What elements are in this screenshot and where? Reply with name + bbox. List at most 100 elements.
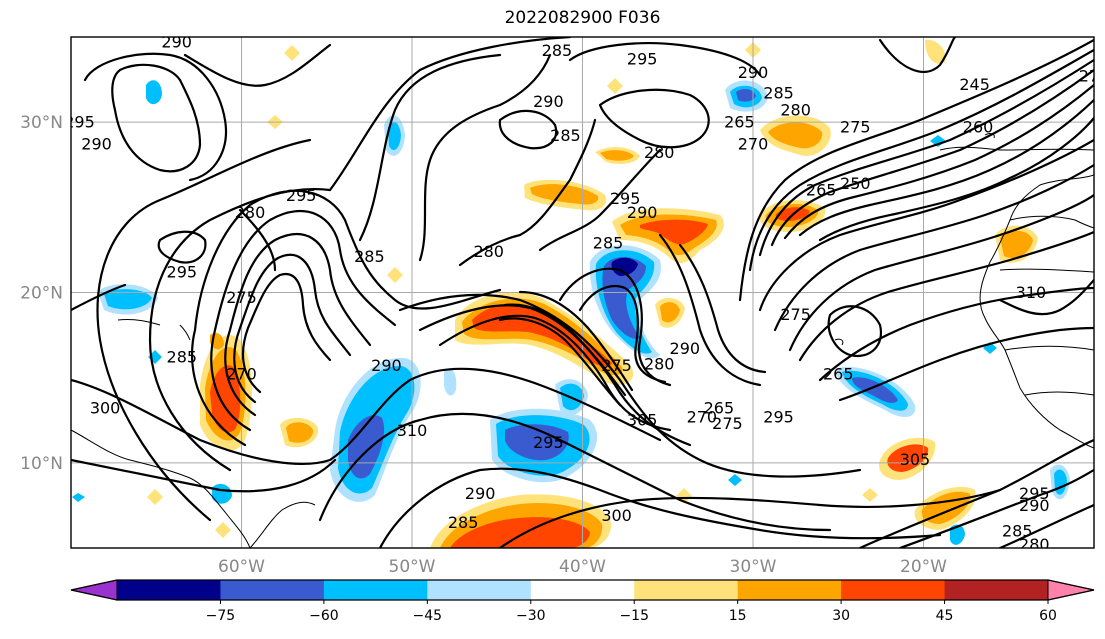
shade-dot-7 [147,489,163,505]
contour-line [224,233,372,417]
contour-line [788,193,1094,352]
contour-label: 285 [354,247,385,266]
africa-border [939,146,1094,151]
africa-border [1009,215,1094,229]
shade-blue-ne [736,88,756,102]
africa-border [1004,345,1094,351]
shade-orange-w2 [286,422,314,443]
shade-orange-c2 [660,302,680,323]
longitude-labels: 60°W 50°W 40°W 30°W 20°W [218,557,947,577]
contour-label: 250 [840,174,871,193]
contour-line [233,253,352,404]
contour-line [498,317,622,407]
contour-line [568,42,762,77]
lat-label: 30°N [20,113,63,133]
colorbar-label: −30 [516,608,546,624]
contour-line [658,233,762,387]
contour-line [518,290,634,392]
contour-label: 300 [90,399,121,418]
colorbar-segment [841,580,946,600]
contour-label: 290 [1019,496,1050,515]
contour-label: 285 [448,513,479,532]
contour-label: 260 [963,118,994,137]
contour-line [328,37,572,192]
contour-line [83,52,228,182]
colorbar-label: 45 [936,608,954,624]
lat-label: 20°N [20,284,63,304]
shade-cyan-w [104,289,152,310]
caribbean-islands [117,319,161,326]
contour-line [998,503,1094,548]
contour-line [191,189,502,447]
colorbar-segment [634,580,739,600]
africa-coast [979,174,1094,449]
contour-label: 270 [226,365,257,384]
shade-red-s [450,517,590,548]
colorbar-label: 60 [1039,608,1057,624]
shade-dot-14 [728,474,742,486]
contour-label: 295 [30,249,61,268]
contour-line [111,63,202,173]
shade-dot-10 [215,522,231,538]
contour-line [378,467,942,548]
contour-label: 265 [823,365,854,384]
colorbar-outline [70,579,1095,601]
contour-label: 275 [226,288,257,307]
contour-label: 290 [627,203,658,222]
contour-line [538,148,662,252]
shade-dot-1 [284,45,300,61]
colorbar-label: −60 [309,608,339,624]
colorbar-segment [737,580,842,600]
colorbar-label: −15 [619,608,649,624]
contour-label: 290 [670,339,701,358]
s-america-coast [71,429,251,548]
contour-label: 300 [601,506,632,525]
contour-label: 285 [763,84,794,103]
colorbar-segment [220,580,325,600]
contour-label: 285 [1002,521,1033,540]
shade-red-ne [640,219,708,245]
contour-label: 290 [738,63,769,82]
shade-dot-17 [72,493,85,502]
contour-line [71,367,662,466]
colorbar-extend-low [70,579,118,601]
contour-line [738,38,1094,302]
contour-label: 280 [1019,535,1050,554]
contour-label: 295 [167,262,198,281]
s-america-coast [249,501,316,548]
lon-label: 50°W [389,557,436,577]
shade-cyan-sse [950,524,965,545]
contour-label: 245 [959,75,990,94]
colorbar-label: 15 [729,608,747,624]
contour-line [238,208,277,272]
shade-cyan-nw [146,80,162,105]
contour-label: 285 [593,234,624,253]
contour-label: 290 [465,484,496,503]
colorbar-label: −45 [413,608,443,624]
contour-line [96,138,312,522]
shade-cyan-nw3 [388,121,401,151]
contour-label: 290 [371,356,402,375]
africa-border [1024,391,1094,396]
colorbar-segment [530,580,635,600]
contour-label: 285 [550,126,581,145]
contour-line [242,272,332,394]
contour-line [858,438,1094,548]
contour-line [783,83,1094,240]
shade-dot-12 [930,135,946,147]
contour-label: 290 [161,33,192,52]
canary-islands [984,133,995,139]
contour-label: 265 [704,399,735,418]
shade-dot-3 [387,267,403,283]
shade-dot-9 [925,39,946,64]
shade-cyan-sw [212,483,232,504]
contour-label: 295 [610,189,641,208]
contour-line [827,305,883,358]
contour-label: 290 [81,135,112,154]
contour-label: 305 [627,411,658,430]
contour-line [758,58,1094,257]
contour-line [838,326,1094,402]
contour-label: 280 [473,242,504,261]
contour-label: 270 [1079,67,1105,86]
